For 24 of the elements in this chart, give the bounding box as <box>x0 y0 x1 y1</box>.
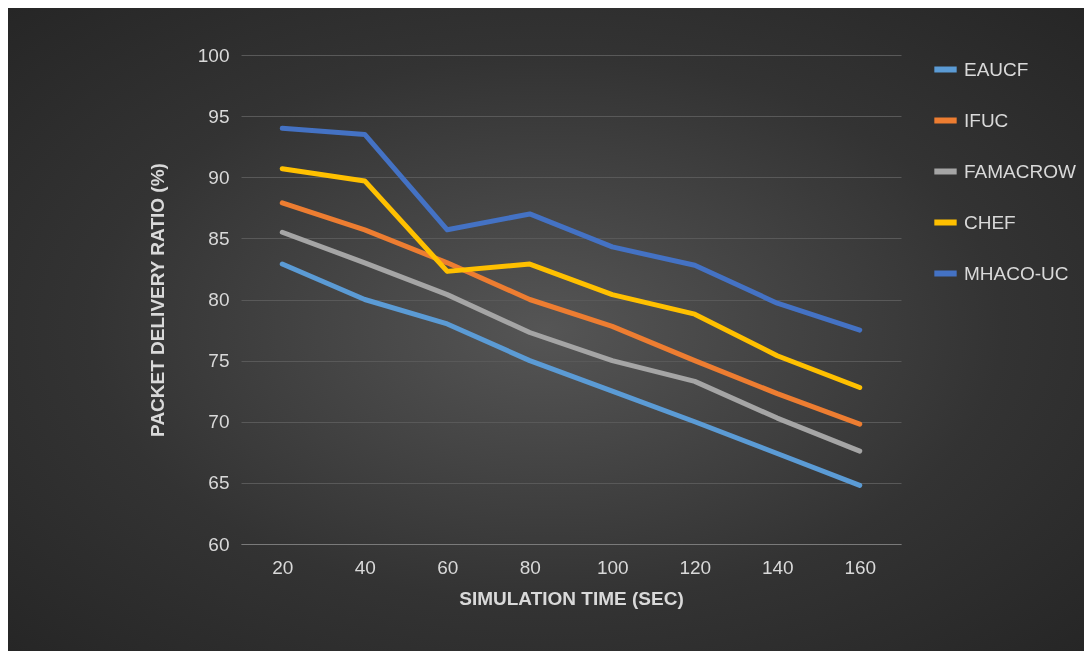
x-tick-label: 60 <box>437 556 459 578</box>
x-tick-label: 160 <box>844 556 877 578</box>
y-tick-label: 95 <box>208 105 230 127</box>
y-tick-label: 100 <box>197 44 230 66</box>
x-tick-label: 120 <box>679 556 712 578</box>
x-tick-label: 80 <box>519 556 541 578</box>
y-tick-label: 65 <box>208 472 230 494</box>
y-tick-label: 70 <box>208 411 230 433</box>
y-tick-label: 85 <box>208 227 230 249</box>
y-tick-label: 75 <box>208 350 230 372</box>
legend-label: IFUC <box>964 109 1009 131</box>
y-tick-label: 60 <box>208 533 230 555</box>
x-tick-label: 20 <box>272 556 294 578</box>
legend-label: CHEF <box>964 211 1016 233</box>
x-tick-label: 100 <box>596 556 629 578</box>
legend-label: FAMACROW <box>964 160 1076 182</box>
y-tick-label: 80 <box>208 289 230 310</box>
y-axis-title: PACKET DELIVERY RATIO (%) <box>146 163 168 437</box>
legend-label: EAUCF <box>964 58 1029 80</box>
y-tick-label: 90 <box>208 166 230 188</box>
x-tick-label: 140 <box>761 556 794 578</box>
x-axis-title: SIMULATION TIME (SEC) <box>459 587 684 609</box>
legend-label: MHACO-UC <box>964 262 1069 284</box>
x-tick-label: 40 <box>354 556 376 578</box>
